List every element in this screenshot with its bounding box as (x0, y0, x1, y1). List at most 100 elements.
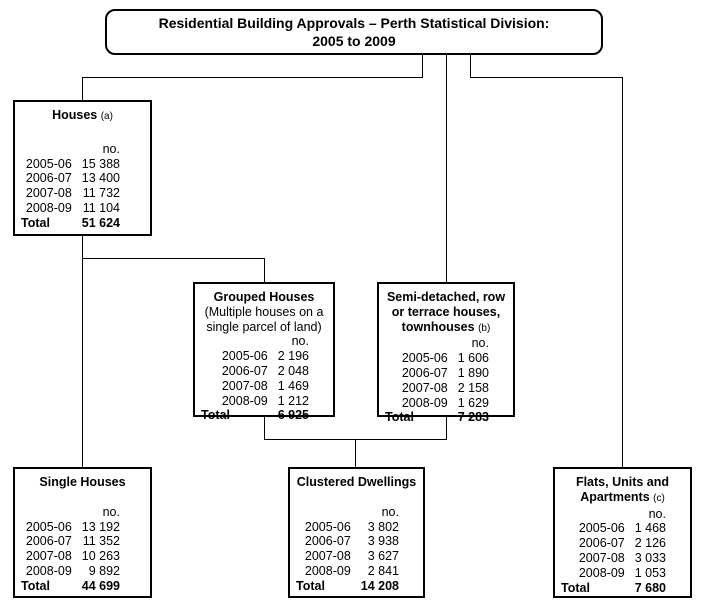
total-label: Total (385, 410, 414, 425)
year-value: 1 890 (457, 365, 489, 380)
flats-units-apartments-title-text: Flats, Units and Apartments (575, 475, 670, 504)
clustered-dwellings-table: no. 2005-06 3 802 2006-07 3 938 2007-08 … (290, 505, 423, 594)
year-value: 1 212 (277, 393, 309, 408)
year-label: 2007-08 (304, 549, 351, 564)
flats-units-apartments-footnote-marker: (c) (653, 492, 665, 504)
connector-line (82, 236, 83, 467)
year-label: 2006-07 (25, 534, 72, 549)
total-value: 7 680 (634, 580, 666, 595)
year-label: 2007-08 (578, 550, 625, 565)
connector-line (264, 417, 265, 439)
year-label: 2008-09 (25, 563, 72, 578)
houses-box-title: Houses (a) (15, 102, 150, 125)
year-label: 2007-08 (25, 549, 72, 564)
year-label: 2008-09 (304, 563, 351, 578)
connector-line (82, 258, 264, 259)
connector-line (422, 55, 423, 78)
year-value: 13 400 (81, 171, 120, 186)
connector-line (470, 55, 471, 78)
total-value: 14 208 (360, 578, 399, 593)
semi-detached-table: no. 2005-06 1 606 2006-07 1 890 2007-08 … (379, 336, 513, 425)
year-value: 2 126 (634, 536, 666, 551)
year-label: 2006-07 (304, 534, 351, 549)
grouped-houses-table: no. 2005-06 2 196 2006-07 2 048 2007-08 … (195, 334, 333, 423)
year-label: 2005-06 (25, 156, 72, 171)
year-label: 2008-09 (578, 565, 625, 580)
grouped-houses-box-title: Grouped Houses (Multiple houses on a sin… (195, 284, 333, 334)
table-spacer (201, 334, 268, 349)
total-label: Total (296, 578, 325, 593)
unit-header: no. (381, 504, 399, 519)
connector-line (622, 77, 623, 467)
year-label: 2005-06 (304, 519, 351, 534)
table-spacer (296, 505, 351, 520)
year-value: 1 468 (634, 521, 666, 536)
year-value: 2 158 (457, 380, 489, 395)
year-value: 2 196 (277, 349, 309, 364)
connector-line (446, 417, 447, 439)
houses-table: no. 2005-06 15 388 2006-07 13 400 2007-0… (15, 142, 150, 231)
year-label: 2005-06 (25, 519, 72, 534)
table-spacer (561, 507, 625, 522)
total-value: 51 624 (81, 215, 120, 230)
clustered-dwellings-title-text: Clustered Dwellings (296, 475, 417, 489)
year-label: 2007-08 (401, 380, 448, 395)
clustered-dwellings-box: Clustered Dwellings no. 2005-06 3 802 20… (288, 467, 425, 598)
unit-header: no. (648, 506, 666, 521)
year-value: 9 892 (88, 563, 120, 578)
year-value: 3 938 (367, 534, 399, 549)
connector-line (355, 439, 356, 467)
houses-footnote-marker: (a) (100, 111, 113, 122)
semi-detached-box-title: Semi-detached, row or terrace houses, to… (379, 284, 513, 336)
year-value: 1 053 (634, 565, 666, 580)
houses-title-text: Houses (52, 108, 98, 122)
connector-line (82, 77, 83, 101)
year-label: 2008-09 (401, 395, 448, 410)
unit-header: no. (102, 141, 120, 156)
unit-header: no. (291, 334, 309, 349)
flats-units-apartments-box-title: Flats, Units and Apartments (c) (555, 469, 690, 507)
flats-units-apartments-box: Flats, Units and Apartments (c) no. 2005… (553, 467, 692, 598)
grouped-houses-box: Grouped Houses (Multiple houses on a sin… (193, 282, 335, 422)
year-label: 2006-07 (401, 365, 448, 380)
connector-line (82, 77, 423, 78)
total-value: 7 283 (457, 410, 489, 425)
single-houses-table: no. 2005-06 13 192 2006-07 11 352 2007-0… (15, 505, 150, 594)
year-value: 1 606 (457, 351, 489, 366)
year-value: 15 388 (81, 156, 120, 171)
year-value: 1 469 (277, 378, 309, 393)
year-value: 2 841 (367, 563, 399, 578)
houses-box: Houses (a) no. 2005-06 15 388 2006-07 13… (13, 100, 152, 236)
table-spacer (385, 336, 448, 351)
year-label: 2006-07 (578, 536, 625, 551)
year-label: 2006-07 (25, 171, 72, 186)
year-label: 2007-08 (25, 186, 72, 201)
diagram-title-line1: Residential Building Approvals – Perth S… (158, 15, 550, 31)
year-value: 13 192 (81, 519, 120, 534)
single-houses-box-title: Single Houses (15, 469, 150, 490)
flats-units-apartments-table: no. 2005-06 1 468 2006-07 2 126 2007-08 … (555, 507, 690, 596)
clustered-dwellings-box-title: Clustered Dwellings (290, 469, 423, 490)
year-label: 2005-06 (401, 351, 448, 366)
year-label: 2008-09 (25, 200, 72, 215)
year-value: 11 732 (82, 186, 120, 201)
year-value: 10 263 (81, 549, 120, 564)
year-value: 2 048 (277, 363, 309, 378)
year-label: 2008-09 (221, 393, 268, 408)
total-label: Total (561, 580, 590, 595)
single-houses-title-text: Single Houses (39, 475, 126, 489)
table-spacer (21, 505, 72, 520)
total-label: Total (21, 215, 50, 230)
year-value: 11 352 (82, 534, 120, 549)
total-label: Total (201, 408, 230, 423)
grouped-houses-subtitle: (Multiple houses on a single parcel of l… (204, 304, 324, 334)
year-value: 11 104 (82, 200, 120, 215)
year-label: 2005-06 (578, 521, 625, 536)
grouped-houses-title-text: Grouped Houses (213, 290, 315, 304)
semi-detached-footnote-marker: (b) (478, 322, 491, 334)
total-label: Total (21, 578, 50, 593)
year-value: 3 033 (634, 550, 666, 565)
semi-detached-title-text: Semi-detached, row or terrace houses, to… (386, 290, 506, 334)
connector-line (470, 77, 623, 78)
unit-header: no. (102, 504, 120, 519)
